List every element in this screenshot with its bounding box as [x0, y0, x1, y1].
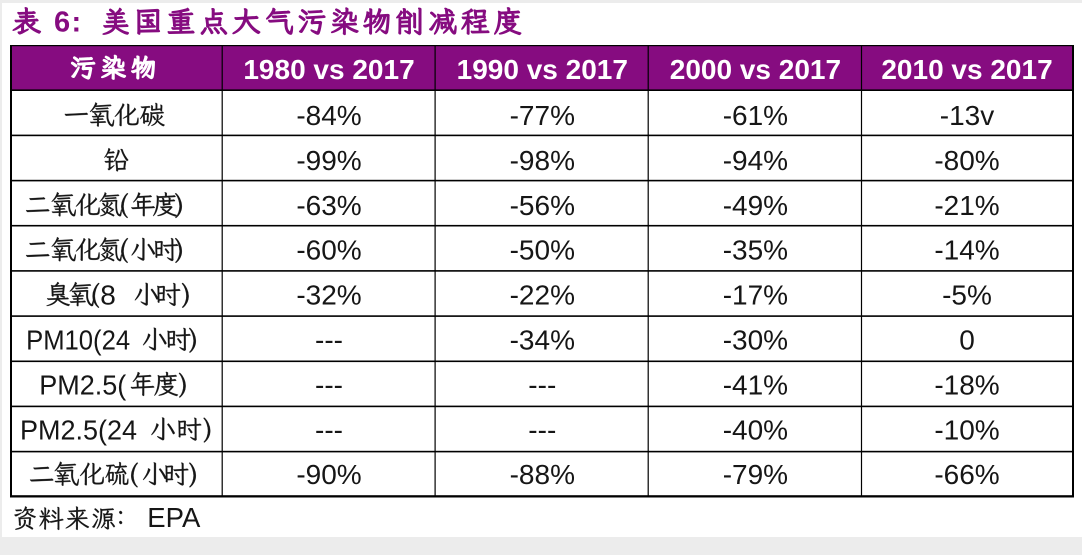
- svg-text:-21%: -21%: [934, 190, 999, 221]
- svg-text:EPA: EPA: [147, 502, 200, 533]
- svg-text:-63%: -63%: [296, 190, 361, 221]
- svg-text:---: ---: [315, 369, 343, 400]
- svg-text:-80%: -80%: [934, 145, 999, 176]
- svg-text:PM2.5(24: PM2.5(24: [20, 414, 137, 445]
- svg-text:-5%: -5%: [942, 280, 992, 311]
- svg-text:-34%: -34%: [510, 325, 575, 356]
- svg-text:-84%: -84%: [296, 100, 361, 131]
- svg-text:-56%: -56%: [510, 190, 575, 221]
- svg-text:-99%: -99%: [296, 145, 361, 176]
- svg-text:-22%: -22%: [510, 280, 575, 311]
- svg-text:-41%: -41%: [723, 369, 788, 400]
- svg-text:1990 vs 2017: 1990 vs 2017: [457, 54, 628, 85]
- svg-text:1980 vs 2017: 1980 vs 2017: [243, 54, 414, 85]
- svg-text:0: 0: [959, 325, 975, 356]
- svg-text:6: 6: [54, 6, 70, 38]
- svg-text:---: ---: [315, 325, 343, 356]
- svg-text:-13v: -13v: [940, 100, 994, 131]
- svg-text:-66%: -66%: [934, 459, 999, 490]
- svg-text:-98%: -98%: [510, 145, 575, 176]
- svg-text:---: ---: [528, 369, 556, 400]
- svg-text:-77%: -77%: [510, 100, 575, 131]
- svg-text:-10%: -10%: [934, 414, 999, 445]
- svg-text:-40%: -40%: [723, 414, 788, 445]
- svg-text:-30%: -30%: [723, 325, 788, 356]
- svg-text:PM10(24: PM10(24: [26, 325, 130, 356]
- svg-text:-79%: -79%: [723, 459, 788, 490]
- svg-text:-94%: -94%: [723, 145, 788, 176]
- svg-text:-60%: -60%: [296, 235, 361, 266]
- svg-text:-32%: -32%: [296, 280, 361, 311]
- svg-text:-14%: -14%: [934, 235, 999, 266]
- svg-text:---: ---: [528, 414, 556, 445]
- svg-text:-17%: -17%: [723, 280, 788, 311]
- svg-text:2010 vs 2017: 2010 vs 2017: [881, 54, 1052, 85]
- svg-text:-50%: -50%: [510, 235, 575, 266]
- svg-text:-49%: -49%: [723, 190, 788, 221]
- svg-text:PM2.5(: PM2.5(: [39, 369, 127, 400]
- svg-text:---: ---: [315, 414, 343, 445]
- svg-text:8: 8: [100, 280, 116, 311]
- svg-text:-18%: -18%: [934, 369, 999, 400]
- svg-text:2000 vs 2017: 2000 vs 2017: [670, 54, 841, 85]
- svg-text:-35%: -35%: [723, 235, 788, 266]
- svg-text:-61%: -61%: [723, 100, 788, 131]
- svg-text:-90%: -90%: [296, 459, 361, 490]
- svg-text:-88%: -88%: [510, 459, 575, 490]
- svg-text::: :: [72, 6, 82, 38]
